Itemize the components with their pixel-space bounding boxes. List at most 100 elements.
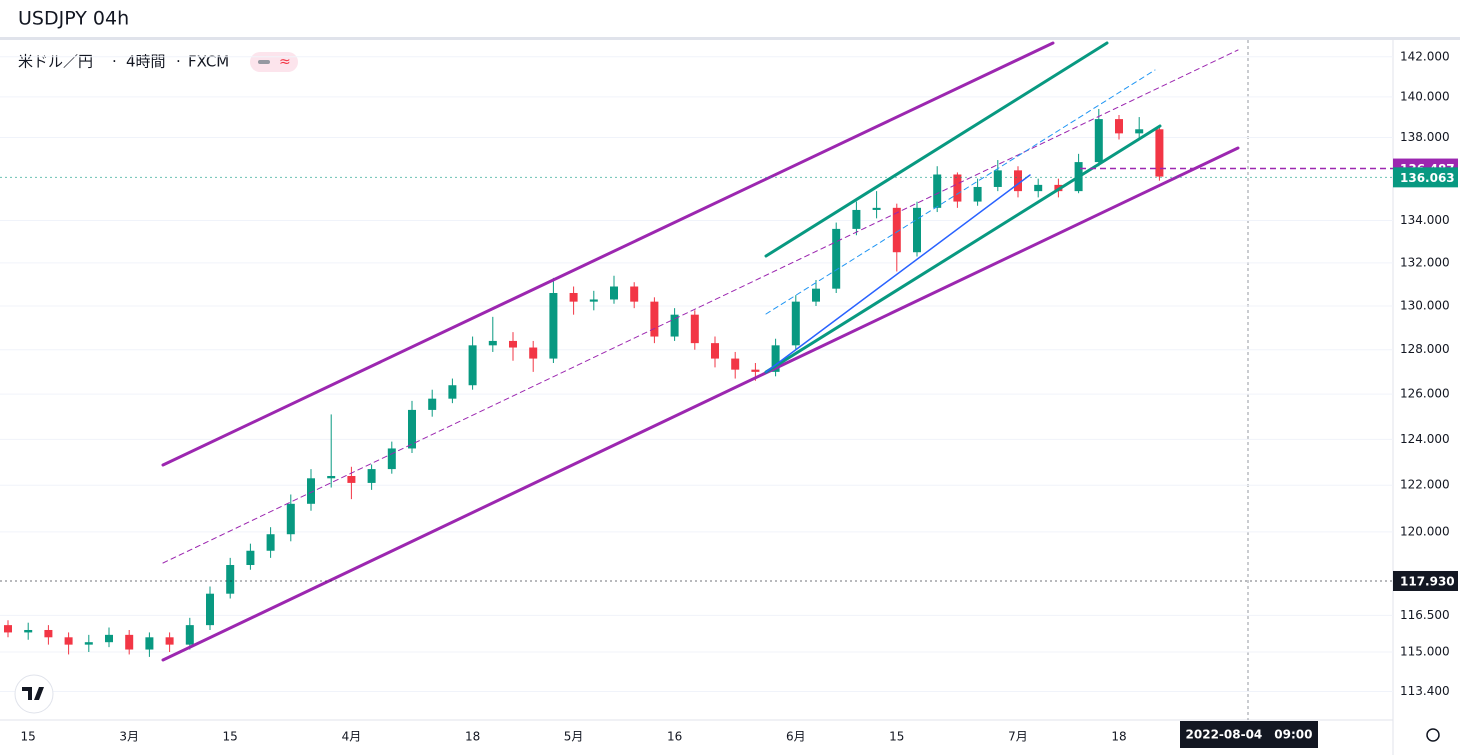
y-tick-label: 134.000 [1400,213,1450,227]
candle-body [953,174,962,202]
x-tick-label: 15 [21,730,36,744]
price-tag [1393,570,1458,591]
candle-body [64,637,73,645]
trend-line [161,146,1240,662]
x-axis: 15 3月 15 4月 18 5月 16 6月 15 7月 18 [21,730,1127,744]
candle-body [145,637,154,650]
candle-body [751,369,760,372]
candle-body [468,345,477,386]
candle-body [589,299,598,302]
candle-body [488,340,497,346]
y-tick-label: 142.000 [1400,49,1450,63]
candle-body [1115,119,1123,134]
candle-body [1155,129,1164,177]
candle-body [913,207,921,253]
candle-body [44,629,53,638]
price-tag-label: 117.930 [1400,574,1455,588]
candle-body [125,634,134,650]
badge-icon [258,60,270,64]
trend-line [764,41,1109,258]
candle-body [246,550,255,565]
candle-body [812,288,820,302]
trend-line [764,124,1162,374]
candle-body [711,343,719,359]
trend-line [765,174,1031,373]
candle-body [1034,184,1043,192]
drawings [161,41,1240,662]
candle-body [509,340,517,348]
candle-body [226,564,235,594]
candle-body [973,186,982,202]
candle-body [872,207,881,210]
candle-body [347,475,356,483]
x-tick-label: 15 [223,730,238,744]
trend-line [161,41,1055,467]
candle-body [933,174,942,208]
candle-body [670,314,679,337]
candle-body [387,448,396,470]
trend-line [765,69,1156,315]
candle-body [206,593,214,626]
candle-body [1135,129,1144,134]
sep: · [176,53,181,71]
y-tick-label: 113.400 [1400,684,1450,698]
candle-body [630,286,639,302]
y-tick-label: 140.000 [1400,89,1450,103]
x-tick-label: 18 [1111,730,1126,744]
crosshair-x-box [1180,721,1318,748]
x-tick-label: 18 [465,730,480,744]
price-tag-label: 136.063 [1400,171,1455,185]
crosshair-x-label: 2022-08-04 09:00 [1186,728,1313,742]
candle-body [993,170,1002,187]
candle-body [892,207,901,253]
candle-body [4,625,12,633]
candle-body [791,301,800,346]
candle-body [549,292,558,359]
x-tick-label: 16 [667,730,682,744]
x-tick-label: 15 [889,730,904,744]
y-tick-label: 138.000 [1400,130,1450,144]
badge-icon: ≈ [279,54,291,70]
y-tick-label: 124.000 [1400,432,1450,446]
candle-body [185,625,194,645]
trend-line [162,49,1239,564]
sep: · [112,53,117,71]
candle-body [832,228,841,289]
y-tick-label: 130.000 [1400,298,1450,312]
candle-body [165,637,174,645]
y-tick-label: 116.500 [1400,608,1450,622]
candle-body [327,475,336,479]
x-tick-label: 4月 [342,730,362,744]
candle-body [307,478,315,504]
candle-body [771,345,780,372]
x-tick-label: 5月 [564,730,584,744]
candle-body [1014,170,1022,192]
candle-body [84,642,93,645]
interval: 4時間 [126,53,166,71]
price-tag [1393,167,1458,188]
candle-body [731,358,740,370]
logo[interactable] [14,674,54,714]
separator [0,37,1460,40]
x-tick-label: 6月 [786,730,806,744]
candle-body [408,409,416,449]
settings-icon[interactable] [1426,728,1440,742]
candle-body [650,301,659,337]
candle-body [105,634,113,643]
y-tick-label: 122.000 [1400,478,1450,492]
exchange: FXCM [188,53,229,71]
candle-body [266,534,275,551]
grid: 142.000 140.000 138.000 134.000 132.000 130.0… [0,49,1450,698]
candle-body [529,347,538,359]
x-tick-label: 3月 [119,730,139,744]
candle-body [24,629,33,633]
y-tick-label: 120.000 [1400,524,1450,538]
status-badge[interactable] [250,52,298,72]
candle-body [367,469,376,483]
logo-mark [22,687,44,700]
candle-body [852,209,861,229]
